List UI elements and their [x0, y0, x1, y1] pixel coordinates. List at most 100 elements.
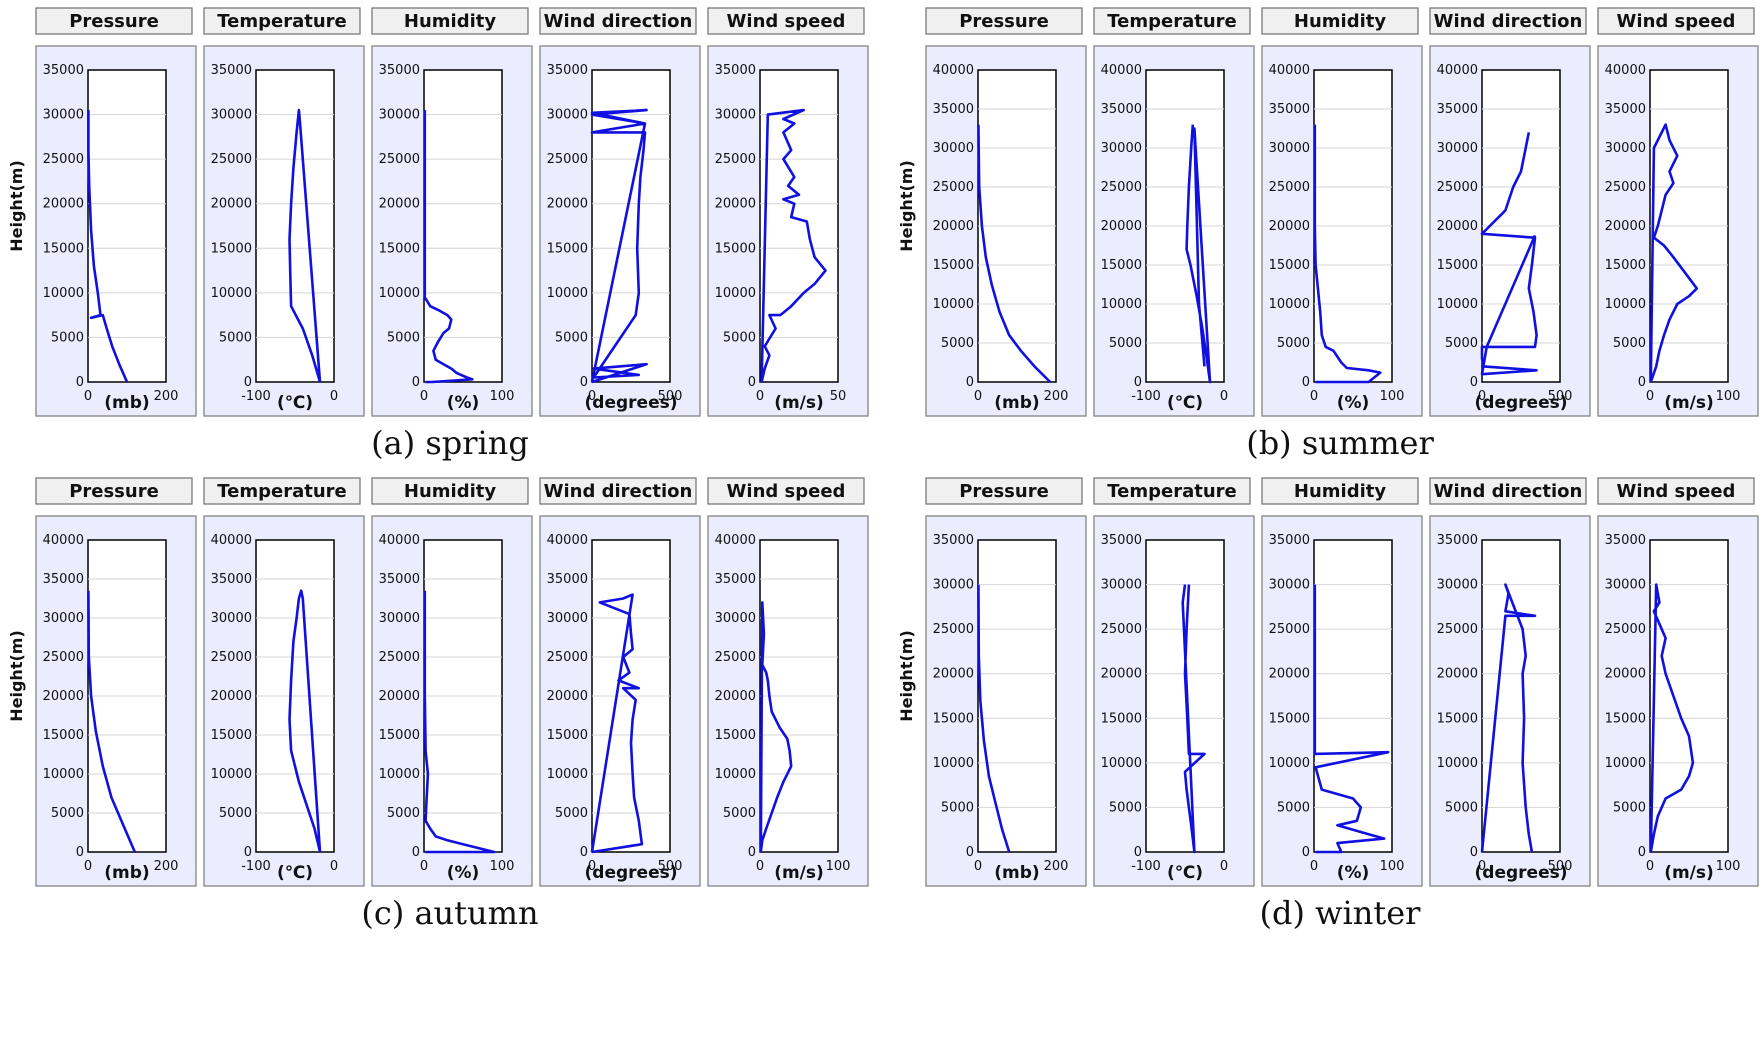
y-tick-label: 30000 [715, 611, 756, 626]
profile-line [760, 108, 827, 383]
plot-area [1481, 539, 1561, 853]
x-unit-label: (degrees) [1475, 863, 1568, 883]
panel-title: Humidity [404, 11, 496, 32]
y-tick-label: 40000 [547, 533, 588, 548]
y-tick-label: 30000 [1437, 141, 1478, 156]
panel-header-box [539, 477, 697, 505]
x-tick-label: 0 [1646, 859, 1654, 874]
x-tick-label: 0 [1220, 859, 1228, 874]
panel-header-box [371, 7, 529, 35]
y-tick-label: 30000 [1437, 578, 1478, 593]
profile-line [1480, 132, 1538, 376]
x-unit-label: (%) [1337, 393, 1370, 413]
panel-header-box [707, 7, 865, 35]
x-unit-label: (mb) [104, 393, 149, 413]
profile-line [423, 590, 496, 854]
panel-title: Wind speed [1617, 481, 1736, 502]
panel-header-box [371, 477, 529, 505]
y-tick-label: 35000 [715, 572, 756, 587]
x-tick-label: -100 [241, 859, 271, 874]
y-tick-label: 35000 [1101, 102, 1142, 117]
y-tick-label: 0 [1470, 375, 1478, 390]
y-tick-label: 30000 [211, 108, 252, 123]
y-tick-label: 15000 [211, 241, 252, 256]
panel-title: Humidity [1294, 481, 1386, 502]
y-tick-label: 15000 [1605, 711, 1646, 726]
y-tick-label: 25000 [547, 650, 588, 665]
season-caption: (a) spring [371, 424, 529, 462]
x-tick-label: 0 [1478, 859, 1486, 874]
x-tick-label: 100 [490, 859, 515, 874]
y-tick-label: 35000 [715, 63, 756, 78]
y-tick-label: 10000 [379, 286, 420, 301]
panel-header-box [1597, 7, 1755, 35]
x-tick-label: 500 [1548, 859, 1573, 874]
y-tick-label: 5000 [1277, 336, 1310, 351]
x-tick-label: 0 [756, 859, 764, 874]
x-unit-label: (degrees) [1475, 393, 1568, 413]
x-unit-label: (%) [447, 393, 480, 413]
y-tick-label: 40000 [933, 63, 974, 78]
season-block: Height(m)Pressure05000100001500020000250… [7, 7, 869, 462]
panel-title: Wind direction [544, 481, 693, 502]
y-tick-label: 5000 [1277, 800, 1310, 815]
y-tick-label: 20000 [379, 689, 420, 704]
profile-line [1181, 584, 1206, 854]
y-tick-label: 30000 [547, 611, 588, 626]
y-tick-label: 30000 [1605, 578, 1646, 593]
y-tick-label: 15000 [379, 241, 420, 256]
y-tick-label: 5000 [51, 806, 84, 821]
profile-line [1313, 584, 1390, 854]
y-tick-label: 10000 [211, 767, 252, 782]
y-tick-label: 35000 [1101, 533, 1142, 548]
y-tick-label: 30000 [379, 108, 420, 123]
x-tick-label: 200 [154, 859, 179, 874]
profile-line [1313, 124, 1382, 384]
y-tick-label: 10000 [1101, 756, 1142, 771]
y-tick-label: 0 [1134, 845, 1142, 860]
y-tick-label: 0 [244, 375, 252, 390]
y-tick-label: 5000 [723, 806, 756, 821]
y-tick-label: 25000 [1605, 622, 1646, 637]
panel-title: Temperature [217, 11, 346, 32]
y-tick-label: 35000 [547, 63, 588, 78]
x-unit-label: (m/s) [774, 863, 824, 883]
panel-title: Wind direction [544, 11, 693, 32]
y-axis-label: Height(m) [897, 630, 916, 722]
y-tick-label: 10000 [1269, 756, 1310, 771]
x-tick-label: 0 [1310, 389, 1318, 404]
y-tick-label: 20000 [715, 197, 756, 212]
x-tick-label: 0 [1646, 389, 1654, 404]
profile-line [288, 108, 322, 383]
y-tick-label: 20000 [715, 689, 756, 704]
panel-title: Pressure [69, 481, 159, 502]
y-tick-label: 5000 [387, 330, 420, 345]
x-tick-label: 0 [1220, 389, 1228, 404]
y-tick-label: 5000 [555, 330, 588, 345]
y-tick-label: 25000 [1605, 180, 1646, 195]
y-tick-label: 0 [748, 375, 756, 390]
y-tick-label: 25000 [379, 650, 420, 665]
profile-line [288, 589, 322, 853]
y-tick-label: 40000 [379, 533, 420, 548]
y-tick-label: 20000 [1269, 219, 1310, 234]
y-tick-label: 0 [580, 845, 588, 860]
profile-line [87, 110, 129, 383]
y-tick-label: 20000 [1101, 219, 1142, 234]
y-tick-label: 35000 [211, 572, 252, 587]
y-tick-label: 5000 [1613, 336, 1646, 351]
y-tick-label: 20000 [1437, 219, 1478, 234]
y-tick-label: 25000 [547, 152, 588, 167]
plot-area [87, 69, 167, 383]
y-tick-label: 10000 [547, 767, 588, 782]
panel-header-box [1261, 477, 1419, 505]
x-tick-label: 0 [1310, 859, 1318, 874]
profile-line [1480, 583, 1537, 853]
x-unit-label: (m/s) [1664, 863, 1714, 883]
y-tick-label: 20000 [211, 197, 252, 212]
y-tick-label: 10000 [933, 297, 974, 312]
y-tick-label: 25000 [1101, 622, 1142, 637]
x-unit-label: (%) [447, 863, 480, 883]
y-tick-label: 15000 [933, 258, 974, 273]
y-tick-label: 20000 [1269, 667, 1310, 682]
